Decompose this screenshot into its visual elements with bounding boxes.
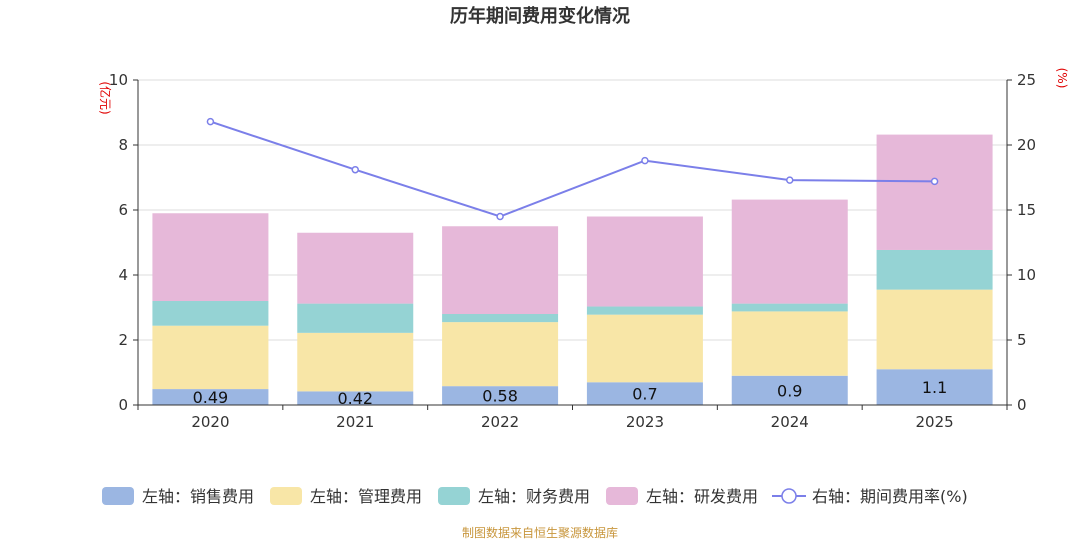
bar-segment: [152, 213, 269, 301]
data-labels: 0.49 0.42 0.58 0.7 0.9 1.1: [193, 378, 948, 408]
x-tick-label: 2021: [336, 413, 374, 431]
x-tick-label: 2022: [481, 413, 519, 431]
legend-swatch-marker: [781, 488, 797, 504]
bar-segment: [586, 216, 703, 307]
legend-label: 右轴：期间费用率(%): [812, 487, 968, 506]
bars: [152, 134, 993, 405]
bar-segment: [442, 386, 559, 405]
left-tick-label: 2: [118, 331, 128, 349]
bar-segment: [152, 389, 269, 405]
bar-segment: [442, 314, 559, 323]
left-tick-label: 6: [118, 201, 128, 219]
bar-value-label: 0.58: [482, 387, 518, 406]
bar-segment: [731, 303, 848, 312]
bar-segment: [876, 369, 993, 405]
bar-value-label: 1.1: [922, 378, 947, 397]
bar-segment: [876, 134, 993, 250]
rate-line-path: [210, 120, 935, 218]
right-tick-label: 10: [1017, 266, 1036, 284]
bar-segment: [297, 303, 414, 333]
rate-point: [786, 176, 794, 184]
right-tick-label: 0: [1017, 396, 1027, 414]
bar-segment: [731, 199, 848, 304]
right-tick-label: 20: [1017, 136, 1036, 154]
bar-segment: [586, 306, 703, 315]
bar-segment: [876, 249, 993, 290]
bar-segment: [586, 314, 703, 383]
legend: 左轴：销售费用 左轴：管理费用 左轴：财务费用 左轴：研发费用 右轴：期间费用率(%): [102, 487, 968, 506]
legend-label: 左轴：财务费用: [478, 487, 590, 506]
left-tick-label: 8: [118, 136, 128, 154]
x-tick-label: 2023: [626, 413, 664, 431]
source-note: 制图数据来自恒生聚源数据库: [462, 525, 618, 540]
grid-lines: [138, 79, 1007, 341]
x-tick-label: 2025: [915, 413, 953, 431]
bar-segment: [297, 391, 414, 405]
rate-point: [930, 177, 939, 186]
bar-segment: [731, 375, 848, 405]
bar-segment: [731, 311, 848, 376]
legend-swatch: [438, 487, 470, 505]
rate-point: [351, 165, 359, 174]
bar-segment: [442, 226, 559, 314]
left-tick-label: 4: [118, 266, 128, 284]
right-tick-label: 15: [1017, 201, 1036, 219]
bar-segment: [297, 232, 414, 304]
bar-segment: [586, 382, 703, 405]
rate-point: [206, 117, 215, 126]
legend-label: 左轴：研发费用: [646, 487, 758, 506]
right-axis-unit: (%): [1055, 68, 1069, 89]
right-tick-label: 5: [1017, 331, 1027, 349]
bar-segment: [297, 332, 414, 392]
legend-swatch: [102, 487, 134, 505]
rate-point: [641, 156, 649, 165]
left-tick-label: 0: [118, 396, 128, 414]
legend-label: 左轴：管理费用: [310, 487, 422, 506]
left-tick-label: 10: [109, 71, 128, 89]
legend-swatch: [270, 487, 302, 505]
x-tick-label: 2024: [771, 413, 809, 431]
rate-line: [206, 117, 939, 221]
bar-segment: [876, 289, 993, 370]
bar-value-label: 0.9: [777, 381, 802, 400]
bar-segment: [152, 325, 269, 390]
right-tick-label: 25: [1017, 71, 1036, 89]
left-axis-unit: (亿元): [98, 81, 113, 114]
bar-value-label: 0.49: [193, 388, 229, 407]
rate-point: [496, 212, 504, 221]
x-tick-label: 2020: [191, 413, 229, 431]
bar-segment: [152, 301, 269, 326]
chart-title: 历年期间费用变化情况: [450, 5, 630, 27]
bar-value-label: 0.42: [337, 389, 373, 408]
legend-swatch: [606, 487, 638, 505]
bar-segment: [442, 322, 559, 387]
legend-label: 左轴：销售费用: [142, 487, 254, 506]
bar-value-label: 0.7: [632, 385, 657, 404]
